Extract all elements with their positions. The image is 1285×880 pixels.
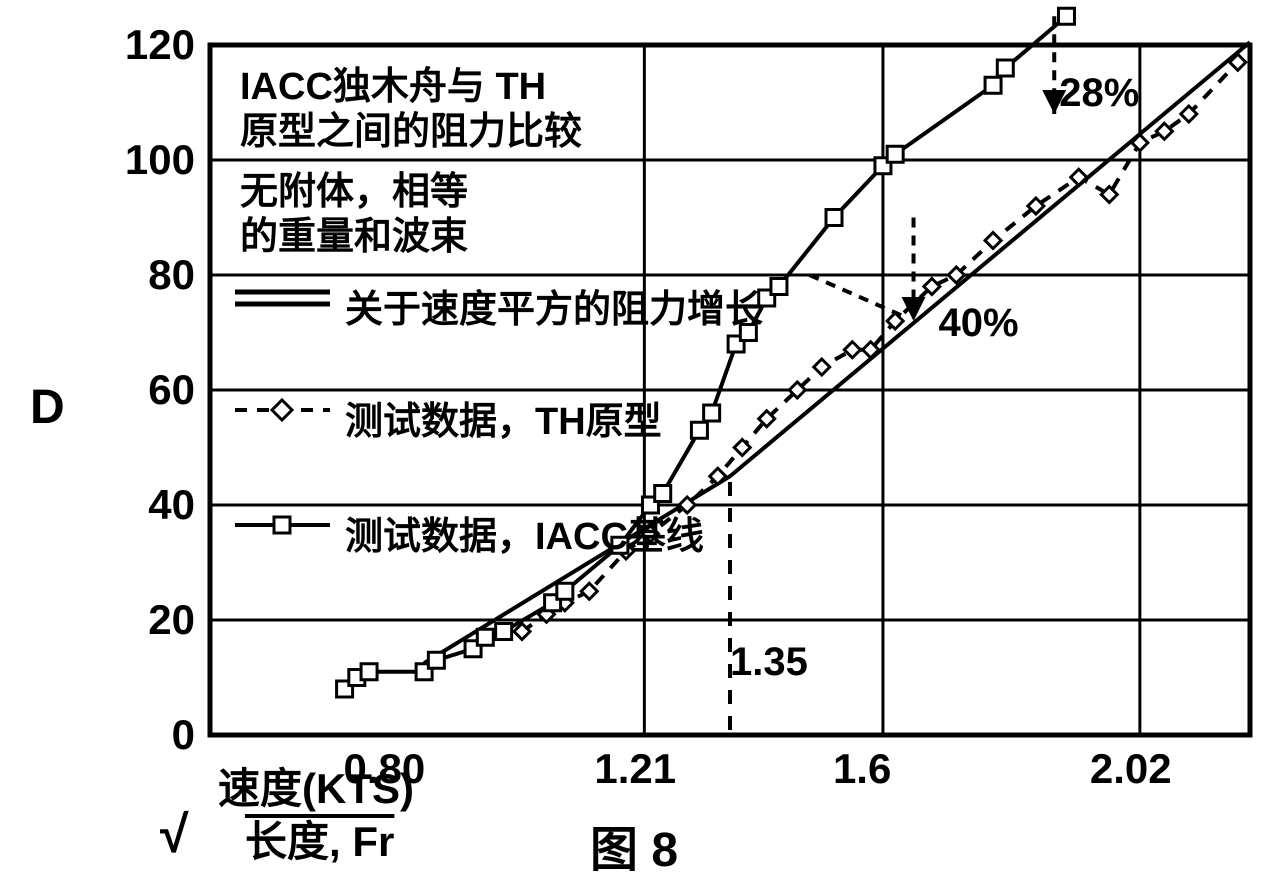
marker-square (826, 210, 842, 226)
legend-ref-label: 关于速度平方的阻力增长 (345, 278, 763, 333)
legend-iacc-marker (274, 517, 290, 533)
marker-diamond (844, 342, 860, 358)
marker-square (704, 405, 720, 421)
marker-diamond (814, 359, 830, 375)
title-line-2: 原型之间的阻力比较 (240, 100, 582, 155)
marker-square (361, 664, 377, 680)
legend-th-label: 测试数据，TH原型 (345, 390, 662, 445)
marker-square (985, 77, 1001, 93)
anno-40: 40% (939, 301, 1019, 346)
legend-iacc-label: 测试数据，IACC基线 (345, 505, 704, 560)
marker-square (477, 629, 493, 645)
marker-square (771, 279, 787, 295)
marker-square (997, 60, 1013, 76)
marker-diamond (985, 233, 1001, 249)
marker-diamond (581, 583, 597, 599)
marker-square (428, 652, 444, 668)
legend-th-marker (272, 400, 292, 420)
anno-28: 28% (1059, 71, 1139, 116)
marker-square (1058, 8, 1074, 24)
anno-leader (810, 275, 902, 315)
marker-square (655, 486, 671, 502)
ref-vline-label: 1.35 (730, 640, 808, 685)
marker-square (887, 146, 903, 162)
marker-square (557, 583, 573, 599)
title-line-4: 的重量和波束 (240, 205, 468, 260)
marker-square (496, 624, 512, 640)
marker-square (691, 422, 707, 438)
figure: D 020406080100120 0.801.211.62.02 速度(KTS… (30, 20, 1255, 850)
